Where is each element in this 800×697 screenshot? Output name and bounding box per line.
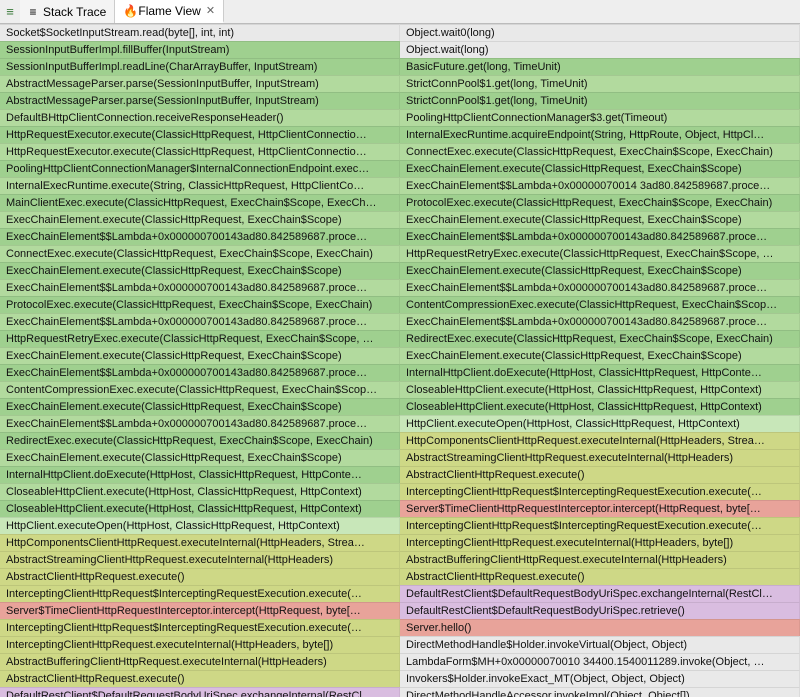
tab-flame-view[interactable]: 🔥 Flame View ✕ [115, 0, 224, 23]
stack-frame-cell[interactable]: Server$TimeClientHttpRequestInterceptor.… [0, 602, 400, 619]
stack-frame-cell[interactable]: AbstractBufferingClientHttpRequest.execu… [400, 551, 800, 568]
stack-frame-cell[interactable]: Server$TimeClientHttpRequestInterceptor.… [400, 500, 800, 517]
stack-frame-cell[interactable]: Object.wait0(long) [400, 24, 800, 41]
stack-frame-cell[interactable]: InterceptingClientHttpRequest$Intercepti… [0, 585, 400, 602]
tab-label: Stack Trace [43, 5, 106, 19]
stack-frame-cell[interactable]: DefaultBHttpClientConnection.receiveResp… [0, 109, 400, 126]
stack-frame-cell[interactable]: InternalHttpClient.doExecute(HttpHost, C… [0, 466, 400, 483]
stack-frame-cell[interactable]: InterceptingClientHttpRequest.executeInt… [400, 534, 800, 551]
stack-frame-cell[interactable]: MainClientExec.execute(ClassicHttpReques… [0, 194, 400, 211]
tab-label: Flame View [138, 4, 200, 18]
stack-frame-cell[interactable]: AbstractBufferingClientHttpRequest.execu… [0, 653, 400, 670]
stack-frame-cell[interactable]: ExecChainElement.execute(ClassicHttpRequ… [400, 211, 800, 228]
hamburger-icon[interactable]: ≡ [0, 4, 20, 19]
stack-frame-cell[interactable]: Socket$SocketInputStream.read(byte[], in… [0, 24, 400, 41]
stack-frame-cell[interactable]: ProtocolExec.execute(ClassicHttpRequest,… [400, 194, 800, 211]
stack-frame-cell[interactable]: ExecChainElement.execute(ClassicHttpRequ… [0, 398, 400, 415]
stack-frame-cell[interactable]: HttpComponentsClientHttpRequest.executeI… [400, 432, 800, 449]
stack-frame-cell[interactable]: InternalExecRuntime.execute(String, Clas… [0, 177, 400, 194]
stack-frame-cell[interactable]: PoolingHttpClientConnectionManager$Inter… [0, 160, 400, 177]
stack-frame-cell[interactable]: InternalExecRuntime.acquireEndpoint(Stri… [400, 126, 800, 143]
stack-frame-cell[interactable]: ExecChainElement$$Lambda+0x000000700143a… [0, 364, 400, 381]
stack-frame-cell[interactable]: Object.wait(long) [400, 41, 800, 58]
stack-frame-cell[interactable]: ExecChainElement.execute(ClassicHttpRequ… [400, 347, 800, 364]
stack-frame-cell[interactable]: AbstractClientHttpRequest.execute() [0, 568, 400, 585]
close-icon[interactable]: ✕ [206, 4, 215, 17]
stack-frame-cell[interactable]: ProtocolExec.execute(ClassicHttpRequest,… [0, 296, 400, 313]
stack-frame-cell[interactable]: DirectMethodHandleAccessor.invokeImpl(Ob… [400, 687, 800, 697]
stack-frame-cell[interactable]: AbstractClientHttpRequest.execute() [0, 670, 400, 687]
flame-grid: Socket$SocketInputStream.read(byte[], in… [0, 24, 800, 697]
stack-frame-cell[interactable]: AbstractMessageParser.parse(SessionInput… [0, 92, 400, 109]
stack-frame-cell[interactable]: RedirectExec.execute(ClassicHttpRequest,… [0, 432, 400, 449]
stack-frame-cell[interactable]: HttpComponentsClientHttpRequest.executeI… [0, 534, 400, 551]
stack-frame-cell[interactable]: InterceptingClientHttpRequest.executeInt… [0, 636, 400, 653]
stack-frame-cell[interactable]: ExecChainElement.execute(ClassicHttpRequ… [400, 160, 800, 177]
stack-frame-cell[interactable]: DirectMethodHandle$Holder.invokeVirtual(… [400, 636, 800, 653]
stack-frame-cell[interactable]: SessionInputBufferImpl.readLine(CharArra… [0, 58, 400, 75]
stack-frame-cell[interactable]: ExecChainElement.execute(ClassicHttpRequ… [0, 449, 400, 466]
stack-frame-cell[interactable]: Server.hello() [400, 619, 800, 636]
stack-frame-cell[interactable]: HttpRequestExecutor.execute(ClassicHttpR… [0, 126, 400, 143]
stack-frame-cell[interactable]: DefaultRestClient$DefaultRequestBodyUriS… [400, 585, 800, 602]
stack-trace-icon: ≡ [28, 5, 38, 19]
stack-frame-cell[interactable]: RedirectExec.execute(ClassicHttpRequest,… [400, 330, 800, 347]
stack-frame-cell[interactable]: AbstractMessageParser.parse(SessionInput… [0, 75, 400, 92]
stack-frame-cell[interactable]: HttpRequestRetryExec.execute(ClassicHttp… [0, 330, 400, 347]
stack-frame-cell[interactable]: ExecChainElement.execute(ClassicHttpRequ… [0, 211, 400, 228]
stack-frame-cell[interactable]: HttpClient.executeOpen(HttpHost, Classic… [0, 517, 400, 534]
stack-frame-cell[interactable]: DefaultRestClient$DefaultRequestBodyUriS… [400, 602, 800, 619]
stack-frame-cell[interactable]: AbstractClientHttpRequest.execute() [400, 466, 800, 483]
stack-frame-cell[interactable]: Invokers$Holder.invokeExact_MT(Object, O… [400, 670, 800, 687]
stack-frame-cell[interactable]: ExecChainElement.execute(ClassicHttpRequ… [400, 262, 800, 279]
flame-icon: 🔥 [123, 4, 133, 18]
stack-frame-cell[interactable]: HttpClient.executeOpen(HttpHost, Classic… [400, 415, 800, 432]
stack-frame-cell[interactable]: ExecChainElement$$Lambda+0x000000700143a… [0, 228, 400, 245]
stack-frame-cell[interactable]: ExecChainElement$$Lambda+0x000000700143a… [0, 313, 400, 330]
stack-frame-cell[interactable]: StrictConnPool$1.get(long, TimeUnit) [400, 75, 800, 92]
stack-frame-cell[interactable]: DefaultRestClient$DefaultRequestBodyUriS… [0, 687, 400, 697]
stack-frame-cell[interactable]: CloseableHttpClient.execute(HttpHost, Cl… [0, 483, 400, 500]
stack-frame-cell[interactable]: HttpRequestExecutor.execute(ClassicHttpR… [0, 143, 400, 160]
stack-frame-cell[interactable]: InterceptingClientHttpRequest$Intercepti… [0, 619, 400, 636]
stack-frame-cell[interactable]: AbstractStreamingClientHttpRequest.execu… [0, 551, 400, 568]
stack-frame-cell[interactable]: ContentCompressionExec.execute(ClassicHt… [400, 296, 800, 313]
stack-frame-cell[interactable]: PoolingHttpClientConnectionManager$3.get… [400, 109, 800, 126]
stack-frame-cell[interactable]: AbstractClientHttpRequest.execute() [400, 568, 800, 585]
stack-frame-cell[interactable]: ConnectExec.execute(ClassicHttpRequest, … [0, 245, 400, 262]
stack-frame-cell[interactable]: ExecChainElement$$Lambda+0x000000700143a… [400, 279, 800, 296]
stack-frame-cell[interactable]: ExecChainElement$$Lambda+0x000000700143a… [0, 279, 400, 296]
stack-frame-cell[interactable]: SessionInputBufferImpl.fillBuffer(InputS… [0, 41, 400, 58]
stack-frame-cell[interactable]: ExecChainElement$$Lambda+0x000000700143a… [0, 415, 400, 432]
stack-frame-cell[interactable]: InterceptingClientHttpRequest$Intercepti… [400, 483, 800, 500]
stack-frame-cell[interactable]: ExecChainElement.execute(ClassicHttpRequ… [0, 347, 400, 364]
stack-frame-cell[interactable]: CloseableHttpClient.execute(HttpHost, Cl… [400, 398, 800, 415]
stack-frame-cell[interactable]: ContentCompressionExec.execute(ClassicHt… [0, 381, 400, 398]
stack-frame-cell[interactable]: BasicFuture.get(long, TimeUnit) [400, 58, 800, 75]
stack-frame-cell[interactable]: LambdaForm$MH+0x00000070010 34400.154001… [400, 653, 800, 670]
tab-stack-trace[interactable]: ≡ Stack Trace [20, 0, 115, 23]
stack-frame-cell[interactable]: ConnectExec.execute(ClassicHttpRequest, … [400, 143, 800, 160]
stack-frame-cell[interactable]: ExecChainElement$$Lambda+0x000000700143a… [400, 228, 800, 245]
stack-frame-cell[interactable]: InternalHttpClient.doExecute(HttpHost, C… [400, 364, 800, 381]
stack-frame-cell[interactable]: ExecChainElement.execute(ClassicHttpRequ… [0, 262, 400, 279]
stack-frame-cell[interactable]: AbstractStreamingClientHttpRequest.execu… [400, 449, 800, 466]
stack-frame-cell[interactable]: HttpRequestRetryExec.execute(ClassicHttp… [400, 245, 800, 262]
stack-frame-cell[interactable]: CloseableHttpClient.execute(HttpHost, Cl… [0, 500, 400, 517]
stack-frame-cell[interactable]: ExecChainElement$$Lambda+0x00000070014 3… [400, 177, 800, 194]
tab-bar: ≡ ≡ Stack Trace 🔥 Flame View ✕ [0, 0, 800, 24]
stack-frame-cell[interactable]: InterceptingClientHttpRequest$Intercepti… [400, 517, 800, 534]
stack-frame-cell[interactable]: CloseableHttpClient.execute(HttpHost, Cl… [400, 381, 800, 398]
stack-frame-cell[interactable]: ExecChainElement$$Lambda+0x000000700143a… [400, 313, 800, 330]
stack-frame-cell[interactable]: StrictConnPool$1.get(long, TimeUnit) [400, 92, 800, 109]
